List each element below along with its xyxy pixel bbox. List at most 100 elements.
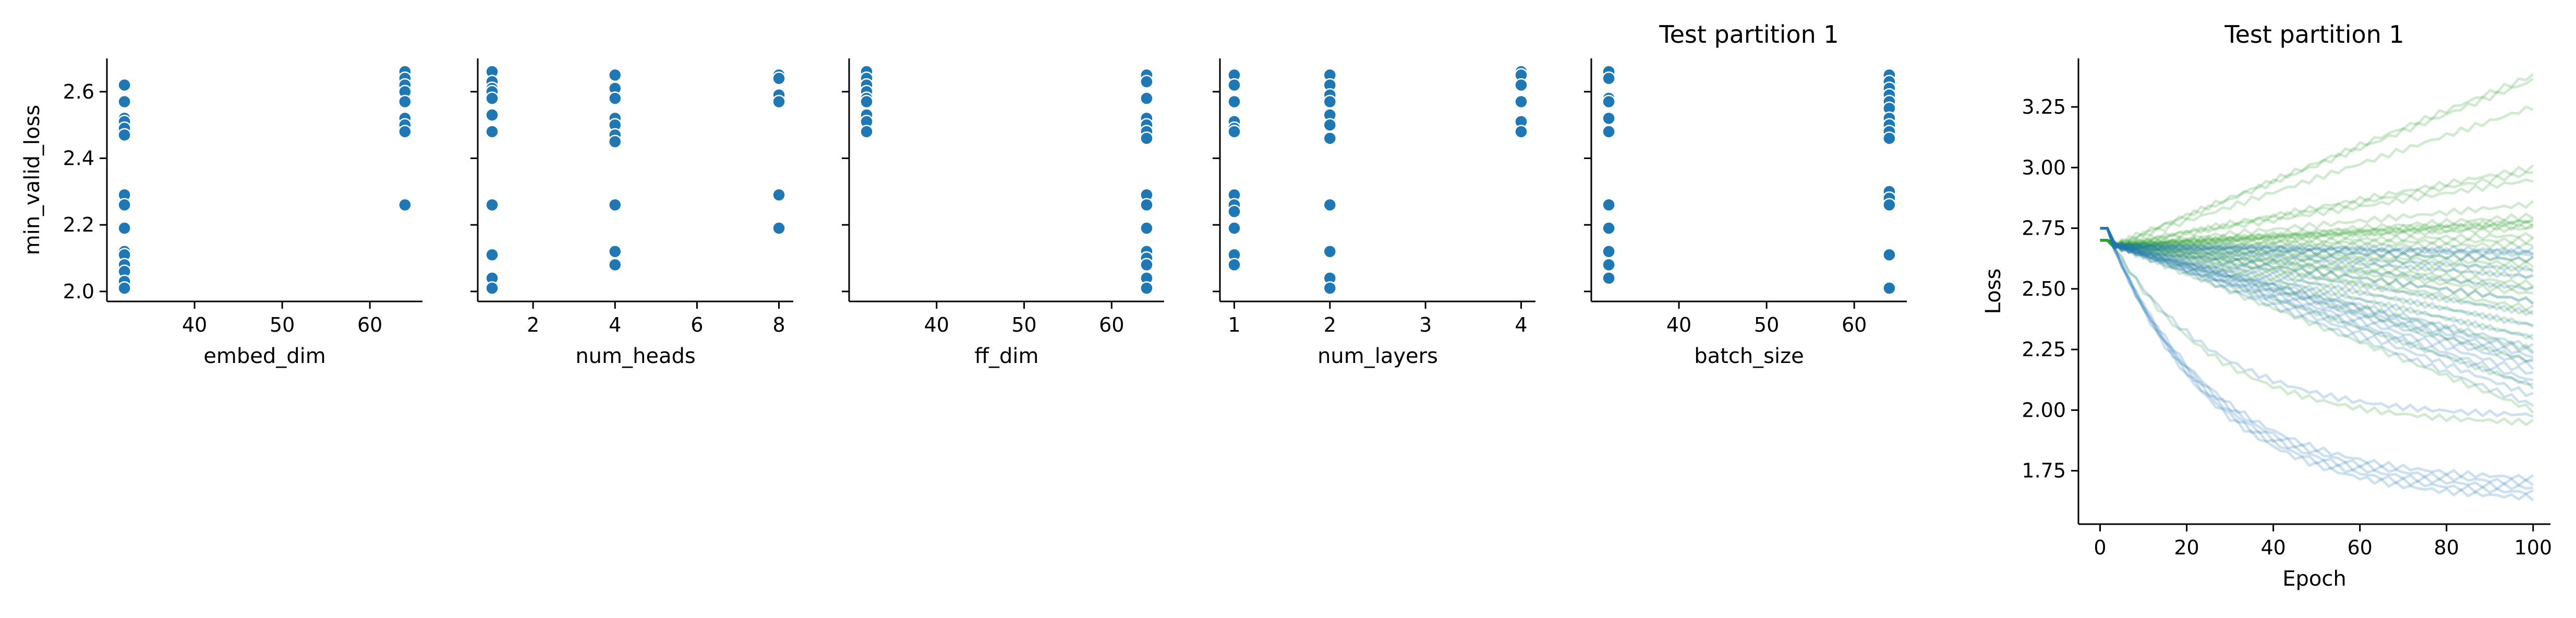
loss-curve — [2100, 227, 2534, 290]
scatter-point — [1323, 281, 1337, 295]
x-tick-label: 60 — [1099, 313, 1124, 336]
loss-curve — [2100, 239, 2534, 414]
x-tick-label: 4 — [1515, 313, 1527, 336]
subplot-3: 40 50 60 ff_dim — [842, 58, 1164, 368]
scatter-point — [398, 125, 412, 139]
scatter-point — [860, 125, 874, 139]
loss-curve — [2100, 236, 2534, 249]
x-tick-label: 8 — [772, 313, 785, 336]
scatter-point — [485, 91, 499, 105]
loss-curve — [2100, 239, 2534, 293]
scatter-point — [772, 188, 786, 202]
scatter-point — [1602, 244, 1616, 259]
scatter-point — [1602, 271, 1616, 285]
scatter-point — [1514, 78, 1528, 92]
scatter-point — [1323, 198, 1337, 212]
y-tick-label: 2.50 — [2022, 277, 2066, 300]
loss-curve — [2100, 227, 2534, 487]
x-tick-label: 40 — [1666, 313, 1691, 336]
loss-curve — [2100, 239, 2534, 250]
scatter-point — [608, 68, 622, 82]
scatter-point — [1323, 94, 1337, 109]
loss-curve — [2100, 105, 2534, 249]
scatter-point — [1227, 221, 1241, 235]
x-axis-label: batch_size — [1694, 344, 1804, 368]
loss-curve — [2100, 227, 2534, 255]
x-tick-label: 40 — [182, 313, 207, 336]
scatter-point — [1602, 258, 1616, 272]
loss-curve — [2100, 227, 2534, 495]
loss-curve — [2100, 227, 2534, 390]
scatter-point — [1882, 198, 1896, 212]
scatter-point — [1140, 258, 1154, 272]
loss-curve — [2100, 239, 2534, 257]
scatter-point — [860, 94, 874, 109]
loss-curve — [2100, 227, 2534, 375]
scatter-point — [608, 135, 622, 149]
x-tick-label: 0 — [2094, 536, 2106, 559]
loss-curve — [2100, 239, 2534, 427]
scatter-point — [117, 128, 131, 142]
loss-curve — [2100, 73, 2534, 248]
loss-curve — [2100, 164, 2534, 247]
loss-curve — [2100, 239, 2534, 264]
loss-curve — [2100, 239, 2534, 312]
x-tick-label: 40 — [924, 313, 949, 336]
loss-curve — [2100, 78, 2534, 247]
scatter-point — [1882, 131, 1896, 146]
scatter-point — [772, 221, 786, 235]
loss-curve — [2100, 239, 2534, 269]
scatter-point — [1602, 221, 1616, 235]
scatter-point — [117, 78, 131, 92]
x-axis-label: ff_dim — [974, 344, 1038, 368]
loss-curve — [2100, 227, 2534, 350]
loss-curve — [2100, 239, 2534, 328]
scatter-point — [117, 281, 131, 295]
y-tick-label: 1.75 — [2022, 459, 2066, 482]
loss-curve — [2100, 212, 2534, 248]
loss-curve — [2100, 239, 2534, 272]
scatter-point — [485, 125, 499, 139]
scatter-point — [1602, 111, 1616, 126]
loss-curve — [2100, 227, 2534, 273]
loss-curve — [2100, 227, 2534, 263]
scatter-point — [1323, 131, 1337, 146]
y-tick-label: 2.0 — [63, 280, 94, 303]
y-tick-label: 2.25 — [2022, 338, 2066, 361]
scatter-point — [1882, 281, 1896, 295]
scatter-point — [398, 94, 412, 109]
loss-curve — [2100, 227, 2534, 363]
loss-curve — [2100, 227, 2533, 491]
chart-title: Test partition 1 — [2224, 20, 2404, 49]
loss-curve — [2100, 227, 2534, 305]
loss-curve — [2100, 239, 2534, 279]
x-tick-label: 6 — [691, 313, 703, 336]
scatter-point — [485, 198, 499, 212]
loss-curve — [2100, 227, 2534, 355]
subplot-1: 40 50 60 2.0 2.2 2.4 2.6 embed_dim min_valid_los… — [20, 58, 422, 368]
y-axis-label: min_valid_loss — [20, 105, 44, 256]
loss-curve — [2100, 239, 2534, 340]
loss-curve — [2100, 227, 2534, 317]
loss-curve — [2100, 219, 2534, 248]
y-axis-label: Loss — [1981, 269, 2005, 314]
scatter-point — [1140, 198, 1154, 212]
scatter-point — [1227, 125, 1241, 139]
y-tick-label: 2.4 — [63, 147, 94, 170]
loss-curve — [2100, 227, 2534, 418]
chart-title: Test partition 1 — [1659, 20, 1839, 49]
scatter-point — [1140, 281, 1154, 295]
scatter-points — [1227, 65, 1528, 295]
x-tick-label: 4 — [609, 313, 621, 336]
subplot-4: 1 2 3 4 num_layers — [1213, 58, 1535, 368]
loss-curve — [2100, 227, 2534, 370]
y-tick-label: 3.25 — [2022, 95, 2066, 118]
scatter-point — [1140, 91, 1154, 105]
scatter-point — [608, 91, 622, 105]
scatter-point — [772, 94, 786, 109]
subplot-2: 2 4 6 8 num_heads — [470, 58, 793, 368]
y-tick-label: 2.6 — [63, 80, 94, 103]
loss-curve — [2100, 227, 2534, 327]
loss-curve — [2100, 227, 2534, 259]
scatter-point — [1602, 71, 1616, 86]
